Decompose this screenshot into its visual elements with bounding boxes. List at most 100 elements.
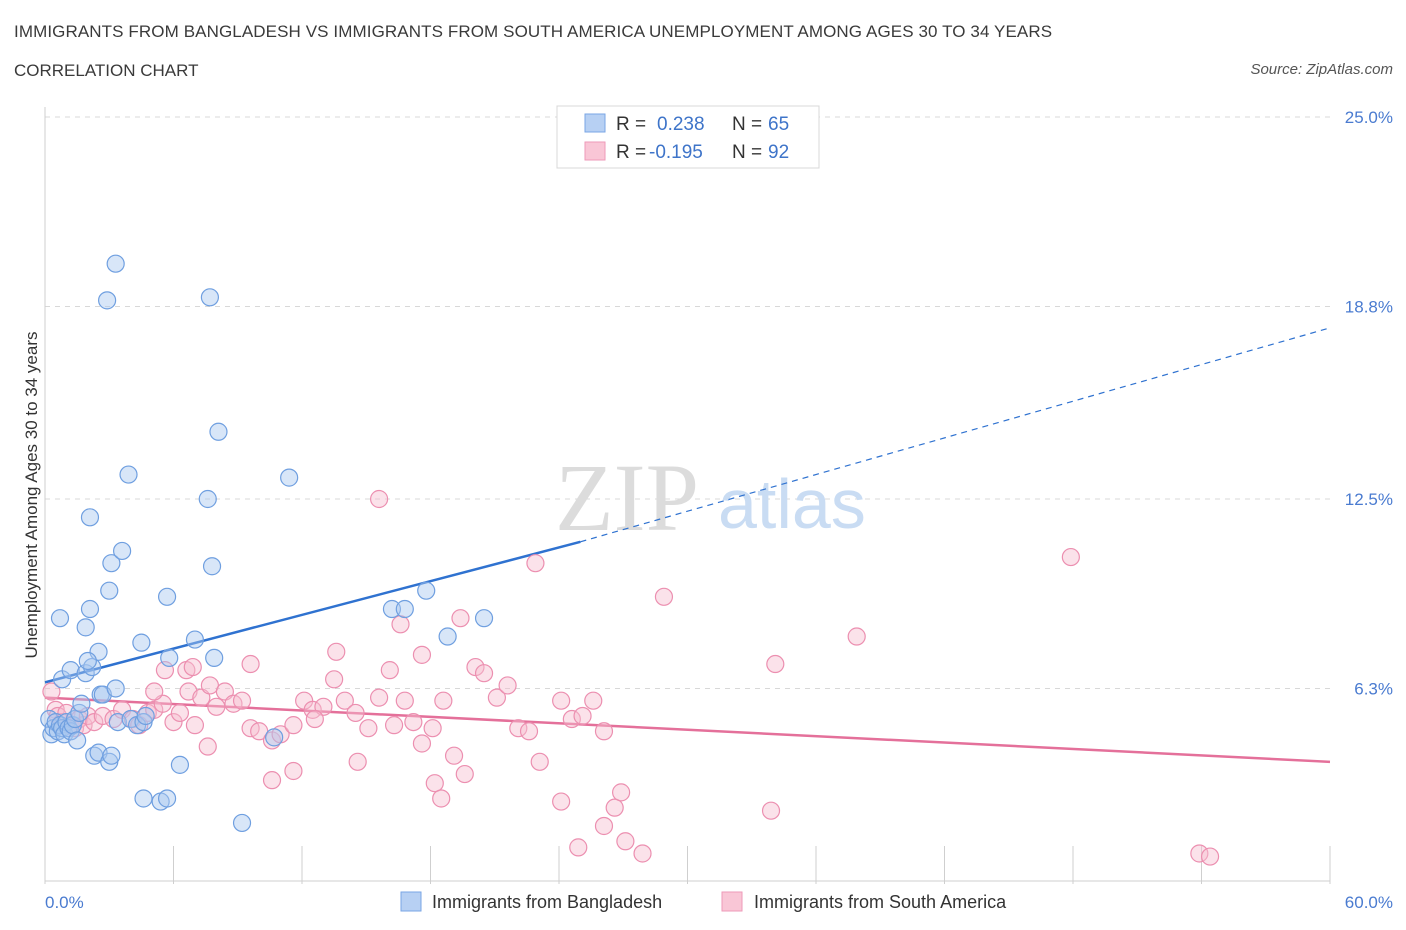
- pink-point-56: [552, 691, 571, 710]
- pink-point-72: [370, 489, 389, 509]
- legend-n-value-2: 92: [768, 142, 789, 163]
- blue-point-32: [100, 581, 119, 600]
- blue-point-36: [185, 630, 205, 649]
- y-tick-label-0: 6.3%: [1354, 679, 1393, 698]
- pink-point-87: [633, 844, 652, 863]
- pink-point-70: [327, 642, 346, 661]
- blue-point-42: [119, 465, 138, 484]
- blue-point-60: [157, 789, 177, 808]
- blue-point-17: [61, 661, 80, 680]
- blue-point-58: [134, 789, 153, 808]
- blue-point-40: [112, 541, 132, 561]
- blue-point-38: [157, 587, 177, 606]
- pink-point-43: [395, 691, 414, 710]
- blue-point-24: [106, 679, 125, 698]
- blue-point-49: [200, 288, 220, 307]
- pink-point-28: [232, 691, 252, 710]
- pink-point-54: [519, 722, 539, 741]
- pink-point-25: [207, 697, 226, 716]
- blue-point-47: [98, 291, 117, 310]
- watermark: ZIP atlas: [555, 444, 866, 551]
- pink-point-45: [412, 734, 432, 753]
- pink-point-71: [348, 752, 367, 771]
- pink-point-46: [423, 719, 442, 738]
- pink-point-91: [847, 627, 866, 646]
- blue-point-54: [474, 609, 494, 628]
- pink-point-47: [434, 691, 453, 710]
- blue-trend-line: [44, 540, 581, 684]
- blue-point-34: [132, 633, 151, 652]
- legend-r-label-2: R =: [616, 142, 646, 163]
- pink-point-79: [451, 609, 470, 628]
- pink-point-42: [384, 716, 404, 735]
- pink-point-44: [404, 712, 423, 732]
- blue-point-56: [170, 755, 190, 774]
- blue-point-46: [280, 468, 299, 487]
- bottom-legend-pink-label: Immigrants from South America: [754, 892, 1007, 912]
- pink-point-90: [761, 801, 781, 820]
- blue-point-44: [209, 422, 228, 441]
- bottom-legend-pink-swatch: [721, 891, 743, 912]
- blue-point-64: [102, 746, 121, 765]
- blue-point-43: [198, 489, 217, 509]
- blue-point-13: [68, 731, 87, 750]
- pink-point-38: [335, 691, 354, 710]
- pink-point-52: [498, 676, 517, 695]
- pink-point-50: [474, 664, 494, 683]
- x-tick-label-0: 0.0%: [45, 893, 84, 912]
- legend-box: R = 0.238 N = 65 R = -0.195 N = 92: [556, 105, 820, 169]
- trend-lines: [44, 327, 1331, 764]
- legend-n-value-1: 65: [768, 114, 789, 135]
- pink-point-53: [509, 719, 528, 738]
- chart-title: IMMIGRANTS FROM BANGLADESH VS IMMIGRANTS…: [14, 22, 1053, 41]
- data-points: [40, 254, 1220, 866]
- pink-point-83: [605, 798, 624, 817]
- blue-point-41: [80, 508, 100, 527]
- pink-point-39: [346, 703, 365, 723]
- pink-point-37: [325, 670, 344, 689]
- pink-point-55: [530, 752, 549, 771]
- blue-point-35: [160, 648, 179, 668]
- pink-point-58: [573, 706, 592, 726]
- source-label: Source: ZipAtlas.com: [1250, 61, 1393, 78]
- pink-point-20: [170, 703, 190, 723]
- axes: [44, 107, 1331, 884]
- pink-trend-line: [44, 696, 1331, 764]
- pink-point-80: [526, 554, 545, 573]
- blue-point-31: [80, 599, 100, 619]
- pink-point-73: [380, 661, 399, 680]
- blue-point-37: [205, 648, 224, 668]
- y-tick-label-2: 18.8%: [1345, 297, 1393, 316]
- legend-blue-swatch: [584, 113, 606, 133]
- legend-r-value-1: 0.238: [657, 114, 705, 135]
- chart-subtitle: CORRELATION CHART: [14, 61, 199, 80]
- blue-point-51: [395, 599, 414, 619]
- watermark-atlas: atlas: [718, 465, 866, 543]
- pink-point-82: [569, 838, 588, 857]
- pink-point-33: [284, 716, 303, 735]
- pink-point-92: [1061, 547, 1080, 567]
- y-tick-label-1: 12.5%: [1345, 490, 1393, 509]
- legend-n-label-2: N =: [732, 142, 762, 163]
- legend-pink-swatch: [584, 141, 606, 161]
- pink-point-69: [305, 709, 324, 729]
- pink-point-84: [612, 783, 631, 802]
- pink-point-0: [42, 682, 61, 701]
- pink-point-77: [432, 789, 451, 808]
- pink-point-86: [616, 832, 635, 851]
- legend-r-value-2: -0.195: [649, 142, 703, 163]
- pink-point-19: [164, 712, 183, 732]
- blue-point-39: [102, 554, 121, 573]
- blue-point-52: [417, 581, 436, 600]
- blue-point-48: [106, 254, 125, 273]
- blue-point-21: [78, 651, 97, 671]
- pink-point-75: [412, 645, 432, 664]
- pink-point-74: [391, 615, 410, 634]
- pink-point-81: [552, 792, 571, 811]
- x-tick-labels: 0.0% 60.0%: [45, 893, 1393, 912]
- pink-point-60: [594, 722, 614, 741]
- pink-point-67: [262, 771, 282, 790]
- blue-point-50: [382, 599, 402, 619]
- blue-trend-extension: [580, 327, 1331, 543]
- grid-lines: [45, 116, 1330, 689]
